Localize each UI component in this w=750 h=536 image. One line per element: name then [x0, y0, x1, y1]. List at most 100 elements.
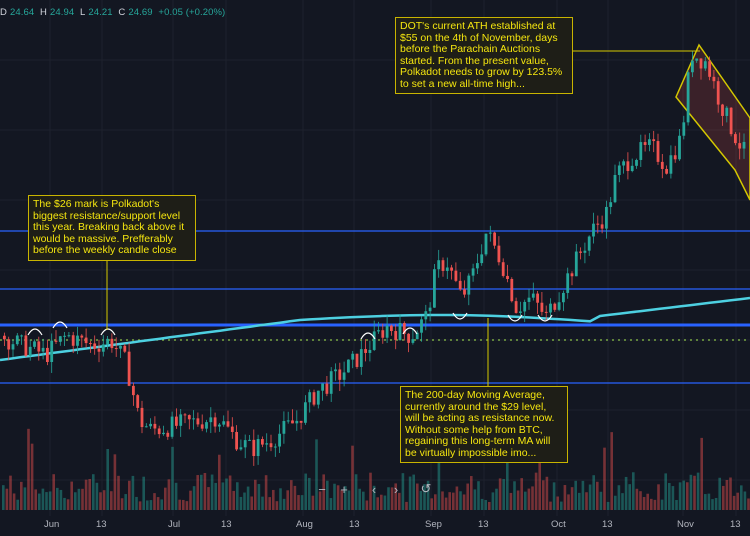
touch-marker	[100, 328, 116, 336]
volume-bar	[686, 482, 689, 510]
volume-bar	[444, 497, 448, 510]
ohlc-high-label: H	[40, 7, 47, 18]
x-tick-label: 13	[602, 519, 613, 530]
candle-body	[213, 417, 217, 427]
volume-bar	[725, 480, 729, 510]
volume-bar	[74, 492, 77, 510]
candle-body	[648, 139, 651, 145]
candle-body	[308, 392, 312, 403]
candle-body	[67, 335, 71, 337]
volume-bar	[419, 490, 423, 510]
volume-bar	[732, 495, 736, 510]
candle-body	[368, 349, 372, 353]
volume-bar	[434, 494, 437, 510]
candle-body	[196, 418, 200, 425]
candle-body	[579, 251, 582, 253]
candle-body	[347, 359, 350, 373]
candle-body	[445, 267, 449, 271]
volume-bar	[452, 492, 455, 510]
candle-body	[187, 415, 191, 420]
resistance-annotation[interactable]: The $26 mark is Polkadot's biggest resis…	[28, 195, 196, 261]
candle-body	[127, 351, 131, 386]
candle-body	[114, 348, 118, 350]
volume-bar	[714, 497, 718, 510]
scroll-left-button[interactable]: ‹	[371, 481, 377, 497]
volume-bar	[146, 500, 149, 510]
volume-bar	[556, 496, 559, 510]
volume-bar	[743, 491, 747, 510]
reset-chart-button[interactable]: ↺	[420, 481, 432, 496]
volume-bar	[171, 446, 174, 510]
toolbar-spacer	[407, 480, 415, 498]
candle-body	[226, 421, 230, 427]
candle-body	[312, 392, 316, 405]
volume-bar	[243, 492, 246, 510]
candle-body	[557, 302, 561, 310]
candle-body	[304, 402, 307, 423]
zoom-out-button[interactable]: −	[318, 481, 326, 497]
candle-body	[476, 263, 479, 269]
candle-body	[15, 335, 19, 345]
candle-body	[600, 224, 604, 229]
candle-body	[282, 421, 286, 434]
candle-body	[721, 104, 724, 116]
volume-bar	[678, 482, 682, 510]
volume-bar	[239, 496, 243, 510]
volume-bar	[426, 480, 430, 510]
candle-body	[656, 141, 660, 162]
ma200-annotation[interactable]: The 200-day Moving Average, currently ar…	[400, 386, 568, 463]
volume-bar	[117, 475, 120, 510]
volume-bar	[592, 475, 595, 510]
candle-body	[544, 311, 548, 313]
candle-body	[205, 422, 208, 429]
volume-bar	[178, 499, 181, 510]
candle-body	[673, 155, 677, 160]
candle-body	[97, 348, 101, 352]
candle-body	[153, 423, 157, 429]
ath-annotation[interactable]: DOT's current ATH established at $55 on …	[395, 17, 573, 94]
candle-body	[678, 135, 681, 160]
ohlc-low-label: L	[80, 7, 86, 18]
candle-body	[712, 76, 716, 82]
channel-shape	[675, 43, 750, 201]
volume-bar	[167, 479, 171, 510]
candle-body	[278, 433, 281, 447]
toolbar-spacer	[355, 480, 363, 498]
volume-bar	[214, 482, 217, 510]
zoom-in-button[interactable]: +	[340, 481, 348, 497]
volume-bar	[268, 497, 271, 510]
candle-body	[441, 260, 445, 271]
volume-bar	[736, 492, 739, 510]
candle-body	[230, 426, 234, 432]
volume-bar	[387, 487, 390, 510]
volume-bar	[491, 492, 495, 510]
volume-bar	[380, 494, 383, 510]
candle-body	[364, 349, 367, 353]
volume-bar	[138, 501, 142, 510]
volume-bar	[34, 489, 37, 510]
candle-body	[84, 337, 88, 344]
candle-body	[471, 268, 475, 276]
volume-bar	[290, 480, 293, 510]
candle-body	[480, 254, 484, 264]
volume-bar	[326, 480, 329, 510]
volume-bar	[632, 472, 635, 510]
volume-bar	[480, 498, 484, 510]
volume-bar	[376, 497, 379, 510]
candle-body	[390, 325, 393, 332]
volume-bar	[477, 481, 480, 510]
candle-body	[570, 273, 574, 277]
touch-marker	[507, 314, 523, 322]
volume-bar	[59, 489, 63, 510]
candle-body	[734, 134, 737, 144]
candle-body	[162, 432, 165, 435]
touch-marker	[537, 314, 553, 322]
scroll-right-button[interactable]: ›	[393, 481, 399, 497]
candle-body	[239, 447, 243, 450]
volume-bar	[142, 476, 145, 510]
x-tick-label: 13	[221, 519, 232, 530]
volume-bar	[401, 473, 405, 510]
volume-bar	[297, 495, 300, 510]
volume-bar	[27, 428, 30, 510]
